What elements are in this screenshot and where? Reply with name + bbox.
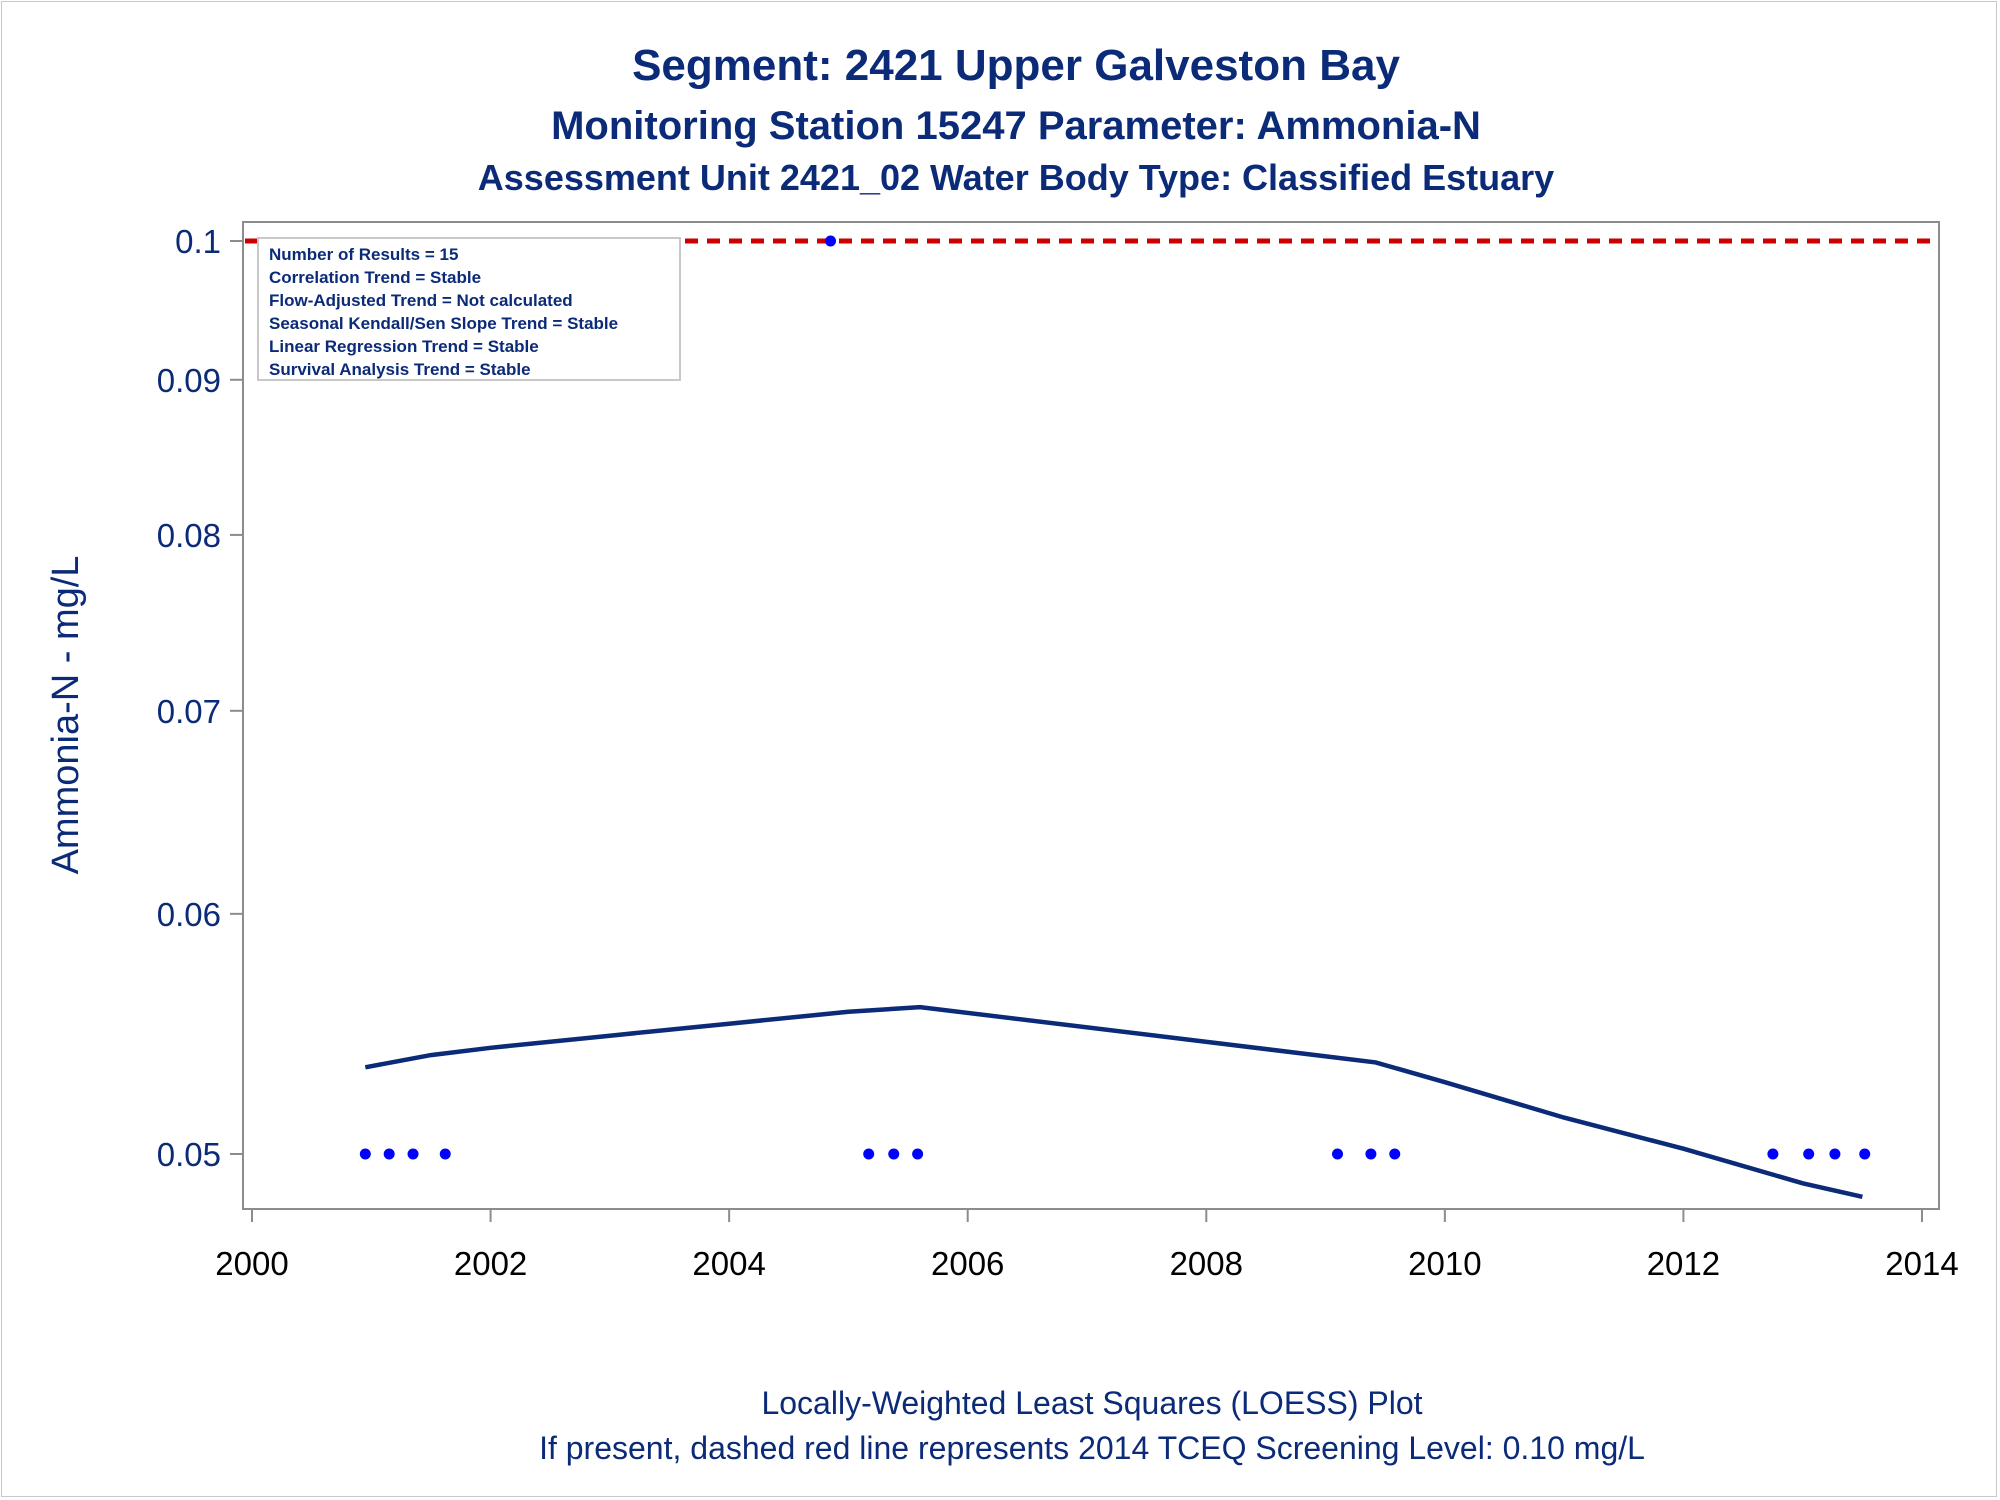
- info-number-of-results: Number of Results = 15: [269, 245, 458, 264]
- y-tick-label: 0.07: [157, 693, 221, 730]
- data-point: [407, 1148, 419, 1160]
- y-tick-label: 0.09: [157, 362, 221, 399]
- info-correlation-trend: Correlation Trend = Stable: [269, 268, 481, 287]
- data-points: [359, 235, 1871, 1160]
- info-linear-regression-trend: Linear Regression Trend = Stable: [269, 337, 539, 356]
- x-tick-label: 2004: [692, 1245, 765, 1282]
- y-tick-label: 0.1: [175, 223, 221, 260]
- y-axis: 0.1 0.09 0.08 0.07 0.06 0.05: [157, 222, 244, 1209]
- x-tick-label: 2014: [1885, 1245, 1958, 1282]
- data-point: [888, 1148, 900, 1160]
- chart-subtitle-assessment: Assessment Unit 2421_02 Water Body Type:…: [478, 157, 1554, 198]
- x-tick-label: 2006: [931, 1245, 1004, 1282]
- x-tick-label: 2010: [1408, 1245, 1481, 1282]
- chart-title: Segment: 2421 Upper Galveston Bay: [632, 41, 1400, 90]
- y-axis-label: Ammonia-N - mg/L: [45, 556, 87, 875]
- y-tick-label: 0.05: [157, 1136, 221, 1173]
- footnote-screening-level: If present, dashed red line represents 2…: [539, 1430, 1645, 1466]
- x-tick-label: 2000: [215, 1245, 288, 1282]
- y-tick-label: 0.06: [157, 896, 221, 933]
- data-point: [1859, 1148, 1871, 1160]
- x-tick-label: 2008: [1170, 1245, 1243, 1282]
- y-tick-label: 0.08: [157, 517, 221, 554]
- info-seasonal-kendall-trend: Seasonal Kendall/Sen Slope Trend = Stabl…: [269, 314, 618, 333]
- footnote-loess: Locally-Weighted Least Squares (LOESS) P…: [761, 1385, 1422, 1421]
- loess-curve: [364, 1004, 1863, 1199]
- data-point: [439, 1148, 451, 1160]
- data-point: [1767, 1148, 1779, 1160]
- x-tick-label: 2002: [454, 1245, 527, 1282]
- data-point: [1829, 1148, 1841, 1160]
- x-tick-label: 2012: [1647, 1245, 1720, 1282]
- info-survival-analysis-trend: Survival Analysis Trend = Stable: [269, 360, 531, 379]
- data-point: [383, 1148, 395, 1160]
- data-point: [825, 235, 837, 247]
- data-point: [359, 1148, 371, 1160]
- info-box-frame: [257, 237, 681, 381]
- data-point: [912, 1148, 924, 1160]
- trend-info-box: Number of Results = 15 Correlation Trend…: [257, 237, 681, 381]
- data-point: [863, 1148, 875, 1160]
- data-point: [1389, 1148, 1401, 1160]
- x-axis: 2000 2002 2004 2006 2008 2010 2012 2014: [215, 1209, 1959, 1282]
- data-point: [1803, 1148, 1815, 1160]
- info-flow-adjusted-trend: Flow-Adjusted Trend = Not calculated: [269, 291, 573, 310]
- chart-subtitle-station: Monitoring Station 15247 Parameter: Ammo…: [551, 104, 1481, 148]
- data-point: [1332, 1148, 1343, 1160]
- data-point: [1365, 1148, 1377, 1160]
